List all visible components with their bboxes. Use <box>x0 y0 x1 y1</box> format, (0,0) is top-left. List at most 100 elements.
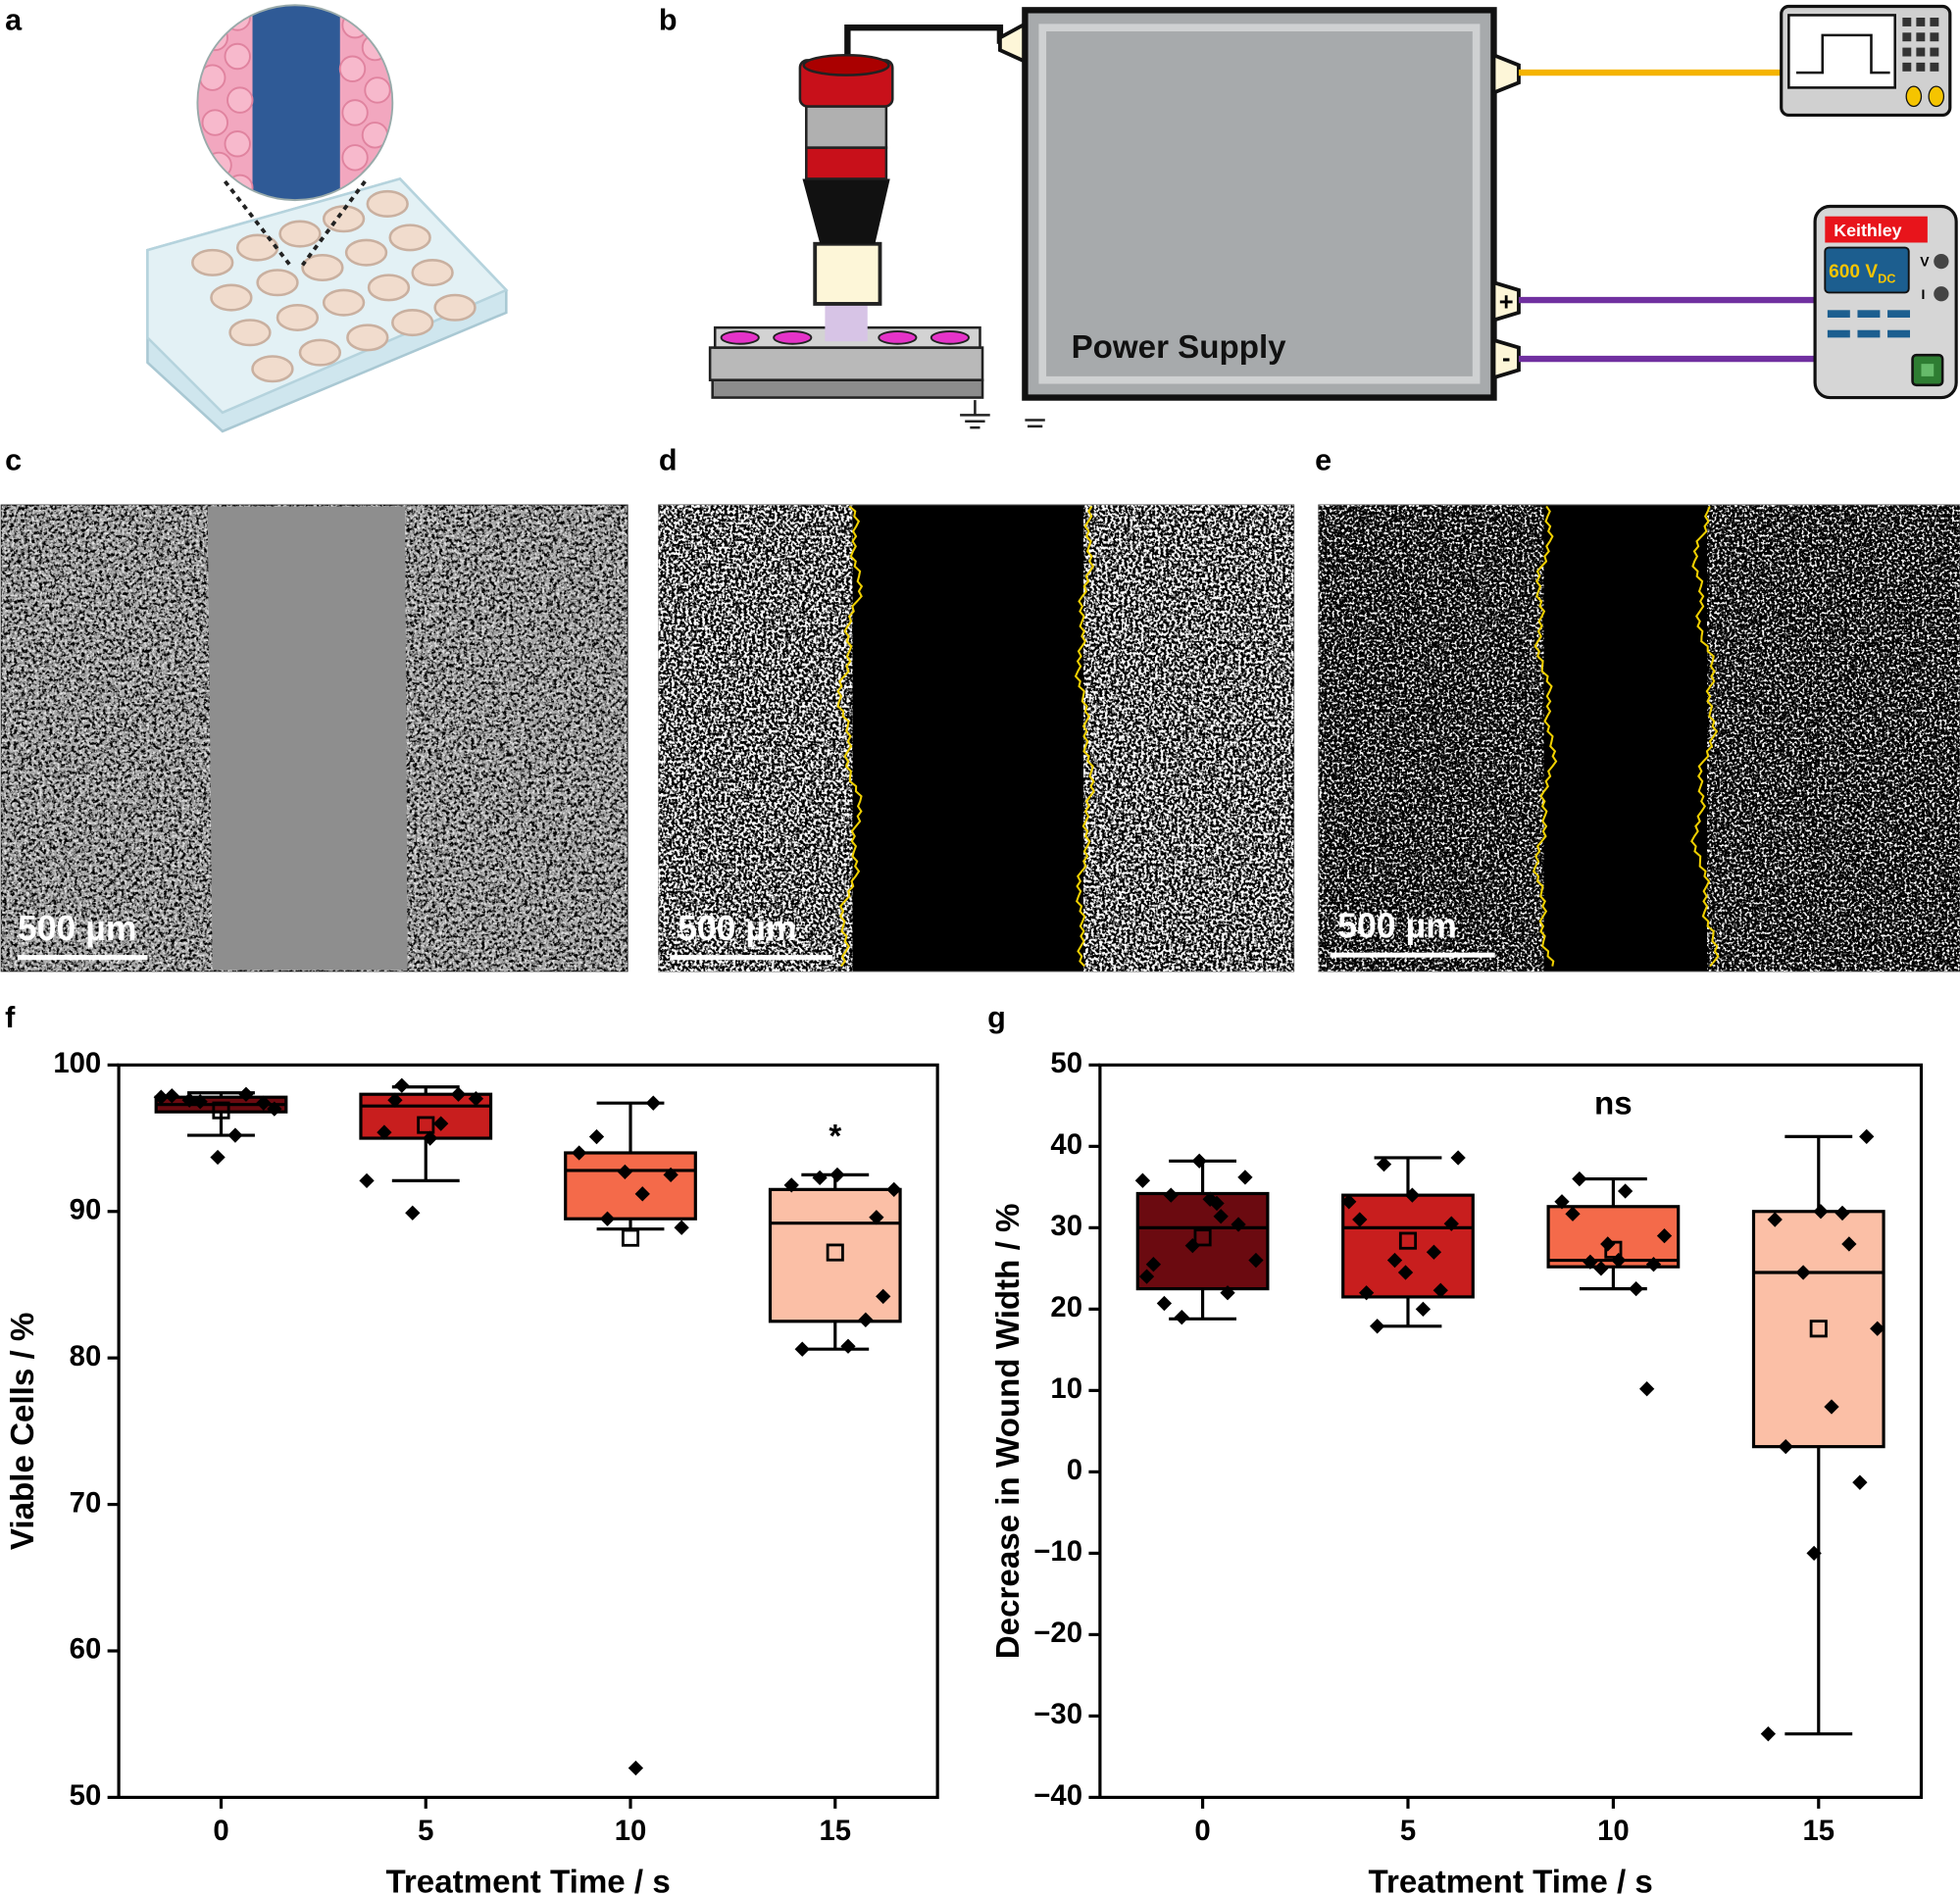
minus-label: - <box>1502 345 1511 373</box>
y-tick-label: 50 <box>70 1779 102 1812</box>
data-point <box>1370 1319 1385 1334</box>
data-point <box>1870 1321 1885 1336</box>
x-tick-label: 0 <box>213 1815 228 1847</box>
data-point <box>1134 1172 1151 1188</box>
box <box>564 1151 697 1221</box>
data-point <box>267 1101 282 1117</box>
mean <box>417 1116 435 1134</box>
data-point <box>405 1205 421 1221</box>
data-point <box>628 1760 644 1776</box>
panel-label: c <box>5 443 22 476</box>
data-point <box>377 1124 392 1140</box>
meter-v: V <box>1920 254 1930 270</box>
data-point <box>1834 1205 1850 1222</box>
wound-edge <box>1690 506 1720 968</box>
y-tick-label: 50 <box>1050 1047 1082 1079</box>
x-tick-label: 15 <box>1802 1815 1834 1847</box>
panel-label: f <box>5 1001 16 1034</box>
x-axis-label: Treatment Time / s <box>386 1864 671 1895</box>
data-point <box>1639 1381 1655 1397</box>
annotation: * <box>829 1119 841 1155</box>
micrograph-d: 500 µm <box>658 504 1295 972</box>
x-tick-label: 10 <box>615 1815 647 1847</box>
plot-frame <box>117 1063 939 1800</box>
y-axis-label: Decrease in Wound Width / % <box>990 1204 1027 1660</box>
well-plate-illustration <box>146 4 509 433</box>
y-tick-label: 40 <box>1050 1128 1082 1161</box>
data-point <box>1859 1128 1875 1145</box>
data-point <box>571 1145 587 1161</box>
mean <box>826 1243 844 1262</box>
wound-edge <box>1074 505 1095 968</box>
plot-frame <box>1098 1063 1924 1800</box>
meter-voltage-text: 600 V <box>1829 262 1878 282</box>
y-tick-label: −30 <box>1033 1698 1082 1730</box>
scale-bar-label: 500 µm <box>18 909 137 948</box>
y-tick-label: 80 <box>70 1340 102 1372</box>
data-point <box>1593 1261 1609 1276</box>
mean <box>212 1101 230 1120</box>
y-tick-label: 20 <box>1050 1291 1082 1323</box>
y-tick-label: 10 <box>1050 1372 1082 1405</box>
box <box>1135 1191 1270 1291</box>
data-point <box>1341 1194 1357 1210</box>
y-tick-label: 100 <box>53 1047 101 1079</box>
data-point <box>840 1338 856 1354</box>
data-point <box>1760 1726 1777 1742</box>
y-tick-label: 60 <box>70 1633 102 1666</box>
data-point <box>645 1095 661 1111</box>
data-point <box>588 1128 605 1145</box>
data-point <box>1432 1282 1448 1298</box>
data-point <box>210 1149 226 1166</box>
y-tick-label: 70 <box>70 1486 102 1519</box>
data-point <box>1174 1310 1189 1325</box>
meter-voltage: 600 VDC <box>1829 262 1895 285</box>
data-point <box>394 1077 410 1093</box>
data-point <box>1415 1301 1432 1318</box>
data-point <box>1443 1216 1459 1231</box>
x-axis-label: Treatment Time / s <box>1369 1864 1653 1895</box>
data-point <box>1237 1170 1253 1185</box>
data-point <box>359 1172 375 1189</box>
panel-label: a <box>5 4 23 37</box>
data-point <box>829 1167 845 1183</box>
data-point <box>1572 1171 1587 1187</box>
plus-label: + <box>1499 288 1514 316</box>
wound-edges <box>836 505 1720 968</box>
panel-label: e <box>1315 443 1332 476</box>
y-tick-label: 30 <box>1050 1210 1082 1242</box>
x-tick-label: 5 <box>418 1815 433 1847</box>
data-point <box>1450 1150 1466 1166</box>
data-point <box>1778 1438 1793 1455</box>
scale-bar-label: 500 µm <box>678 909 797 948</box>
data-point <box>1191 1153 1207 1169</box>
scale-bar-label: 500 µm <box>1337 906 1457 945</box>
data-point <box>858 1312 874 1327</box>
data-point <box>1617 1183 1633 1199</box>
data-point <box>674 1220 689 1235</box>
data-point <box>227 1127 243 1143</box>
power-supply-label: Power Supply <box>1072 329 1287 366</box>
mean <box>1193 1228 1212 1247</box>
y-tick-label: −20 <box>1033 1617 1082 1649</box>
mean <box>1604 1240 1623 1259</box>
data-point <box>1554 1194 1570 1210</box>
data-point <box>812 1170 828 1186</box>
mean <box>1398 1231 1418 1250</box>
y-tick-label: 0 <box>1067 1454 1082 1486</box>
x-tick-label: 10 <box>1597 1815 1630 1847</box>
y-tick-label: −40 <box>1033 1779 1082 1812</box>
annotation: ns <box>1594 1086 1633 1122</box>
wound-edge <box>836 505 864 968</box>
data-point <box>1156 1295 1173 1312</box>
panel-label: b <box>659 4 678 37</box>
data-point <box>1645 1257 1662 1272</box>
data-point <box>1565 1206 1581 1222</box>
meter-brand: Keithley <box>1834 221 1901 240</box>
setup-illustration: Power Supply + - Keithley 600 VDC V I <box>708 4 1958 429</box>
data-point <box>192 1094 208 1110</box>
micrograph-e: 500 µm <box>1318 504 1960 972</box>
